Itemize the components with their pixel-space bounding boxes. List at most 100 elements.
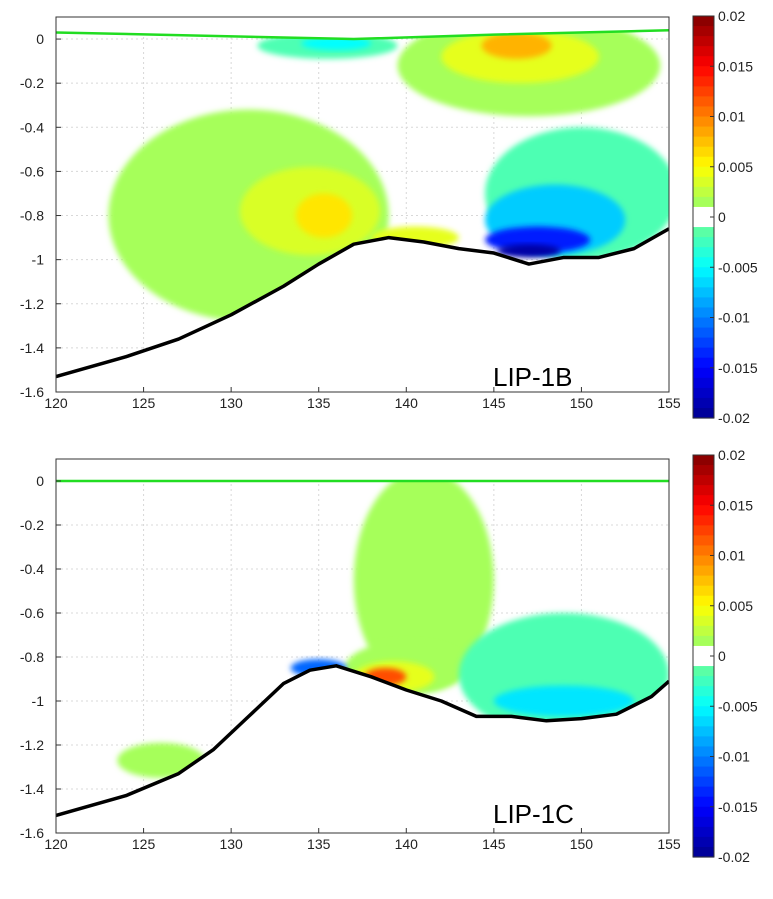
panel-annotation: LIP-1B <box>493 362 573 392</box>
bathymetry-line <box>56 664 669 818</box>
field-patch <box>353 470 494 690</box>
colorbar-segment <box>693 585 714 597</box>
x-tick-label: 150 <box>570 836 594 852</box>
colorbar-segment <box>693 186 714 198</box>
x-axis: 120 125 130 135 140 145 150 155 <box>44 387 681 411</box>
colorbar-segment <box>693 816 714 828</box>
colorbar-segment <box>693 377 714 389</box>
plot-frame <box>55 16 670 393</box>
colorbar-segment <box>693 746 714 758</box>
y-axis: 0 -0.2 -0.4 -0.6 -0.8 -1 -1.2 -1.4 -1.6 <box>20 473 61 841</box>
colorbar-tick-label: 0 <box>718 209 726 225</box>
y-tick-label: -1 <box>32 252 45 268</box>
field-patch <box>295 193 352 238</box>
seafloor-mask <box>56 459 669 833</box>
colorbar-lip-1c: 0.02 0.015 0.01 0.005 0 -0.005 -0.01 -0.015 -0.0… <box>692 447 758 865</box>
colorbar-segment <box>693 86 714 97</box>
colorbar-segment <box>693 605 714 617</box>
colorbar-segment <box>693 836 714 848</box>
colorbar-segment <box>693 796 714 808</box>
colorbar-segment <box>693 337 714 349</box>
colorbar-segment <box>693 565 714 577</box>
colorbar-segment <box>693 666 714 677</box>
colorbar-segment <box>693 126 714 138</box>
colorbar-tick-label: 0.01 <box>718 109 745 125</box>
colorbar-segment <box>693 766 714 778</box>
x-tick-label: 145 <box>482 395 506 411</box>
y-tick-label: -0.4 <box>20 119 44 135</box>
colorbar-segment <box>693 776 714 788</box>
colorbar-tick-label: 0.02 <box>718 447 745 463</box>
colorbar-segment <box>693 297 714 309</box>
colorbar-segment <box>693 166 714 178</box>
colorbar-lip-1b: 0.02 0.015 0.01 0.005 0 -0.005 -0.01 -0.015 -0.0… <box>692 8 758 426</box>
above-surface-fill <box>56 459 669 481</box>
colorbar-tick-label: -0.005 <box>718 698 758 714</box>
y-tick-label: -1.6 <box>20 825 44 841</box>
colorbar-segment <box>693 786 714 798</box>
colorbar-segment <box>693 595 714 607</box>
colorbar-segment <box>693 407 714 419</box>
colorbar-segment <box>693 257 714 268</box>
x-tick-label: 125 <box>132 836 156 852</box>
colorbar-segment <box>693 475 714 486</box>
boundary-lines <box>56 479 669 818</box>
colorbar-segment <box>693 686 714 697</box>
x-tick-label: 120 <box>44 395 68 411</box>
colorbar-segment <box>693 277 714 288</box>
colorbar-segment <box>693 397 714 409</box>
field-patch <box>481 32 552 59</box>
colorbar-segment <box>693 367 714 379</box>
colorbar-segment <box>693 357 714 369</box>
colorbar-segment <box>693 116 714 128</box>
seafloor-fill <box>56 665 669 833</box>
x-tick-label: 145 <box>482 836 506 852</box>
colorbar-segment <box>693 806 714 818</box>
colorbar-segment <box>693 347 714 359</box>
x-tick-label: 135 <box>307 395 331 411</box>
colorbar-segment <box>693 56 714 67</box>
colorbar-segment <box>693 46 714 57</box>
y-tick-label: -1.4 <box>20 781 44 797</box>
anomaly-field <box>108 17 669 322</box>
y-tick-label: -0.8 <box>20 649 44 665</box>
colorbar-segment <box>693 736 714 748</box>
colorbar-segment <box>693 106 714 118</box>
colorbar-tick-label: -0.01 <box>718 749 750 765</box>
colorbar-tick-label: -0.015 <box>718 360 758 376</box>
panel-lip-1c: 120 125 130 135 140 145 150 155 0 -0.2 -0.4 -0.6 -0… <box>20 458 681 852</box>
colorbar-segment <box>693 96 714 108</box>
colorbar-segment <box>693 196 714 208</box>
colorbar-segment <box>693 287 714 298</box>
colorbar-tick-label: 0.01 <box>718 548 745 564</box>
colorbar-tick-label: 0.005 <box>718 598 753 614</box>
x-tick-label: 135 <box>307 836 331 852</box>
y-tick-label: -0.4 <box>20 561 44 577</box>
colorbar-segment <box>693 615 714 627</box>
colorbar-segment <box>693 545 714 557</box>
y-tick-label: 0 <box>36 31 44 47</box>
colorbar-tick-label: -0.01 <box>718 310 750 326</box>
y-tick-label: 0 <box>36 473 44 489</box>
x-tick-label: 155 <box>657 836 681 852</box>
plot-frame <box>55 458 670 834</box>
colorbar-segment <box>693 485 714 496</box>
y-tick-label: -1 <box>32 693 45 709</box>
colorbar-segment <box>693 36 714 47</box>
colorbar-segment <box>693 307 714 319</box>
colorbar-segment <box>693 495 714 506</box>
boundary-lines <box>56 28 669 379</box>
colorbar-segment <box>693 387 714 399</box>
x-tick-label: 150 <box>570 395 594 411</box>
colorbar-segment <box>693 76 714 87</box>
x-tick-label: 130 <box>219 395 243 411</box>
panel-lip-1b: 120 125 130 135 140 145 150 155 0 -0.2 -0.4 -0.6 -0… <box>20 16 681 411</box>
x-tick-label: 140 <box>395 836 419 852</box>
colorbar-segment <box>693 66 714 77</box>
colorbar-segment <box>693 267 714 278</box>
colorbar-tick-label: 0 <box>718 648 726 664</box>
colorbar-tick-label: -0.005 <box>718 259 758 275</box>
y-tick-label: -1.4 <box>20 340 44 356</box>
colorbar-segment <box>693 645 714 657</box>
